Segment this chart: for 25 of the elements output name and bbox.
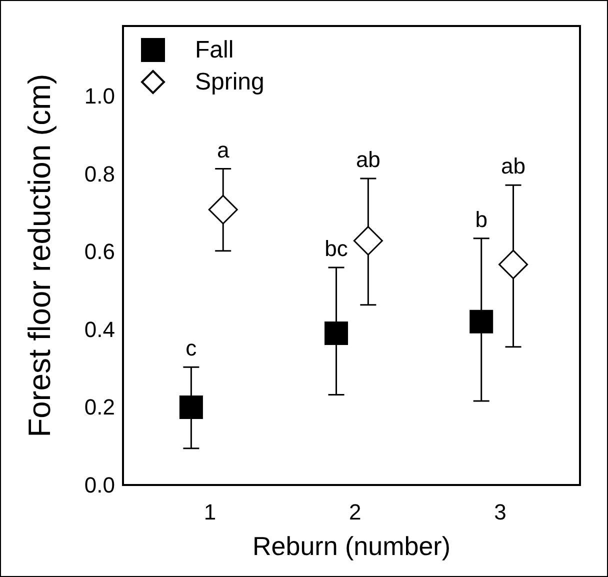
y-axis-title: Forest floor reduction (cm) xyxy=(22,74,57,438)
y-tick-label: 0.4 xyxy=(84,316,115,342)
x-axis-title: Reburn (number) xyxy=(252,531,450,561)
annotation: ab xyxy=(356,146,380,172)
point xyxy=(324,322,348,346)
annotation: bc xyxy=(324,236,348,262)
x-tick-label: 3 xyxy=(494,500,506,524)
y-tick-label: 0.6 xyxy=(84,239,115,264)
y-tick-label: 1.0 xyxy=(84,84,115,109)
point xyxy=(179,395,203,419)
point xyxy=(470,310,494,334)
point xyxy=(498,250,528,280)
annotation: b xyxy=(475,206,488,232)
y-tick-label: 0.8 xyxy=(84,161,115,186)
x-tick-label: 1 xyxy=(204,500,216,524)
y-tick-label: 0.2 xyxy=(84,394,115,420)
y-tick-label: 0.0 xyxy=(84,472,115,498)
legend-label: Spring xyxy=(195,68,264,96)
annotation: ab xyxy=(501,154,526,179)
legend-label: Fall xyxy=(195,36,234,64)
point xyxy=(208,194,238,224)
point xyxy=(353,226,383,256)
annotation: a xyxy=(216,137,230,162)
x-tick-label: 2 xyxy=(349,500,362,524)
annotation: c xyxy=(186,336,197,361)
